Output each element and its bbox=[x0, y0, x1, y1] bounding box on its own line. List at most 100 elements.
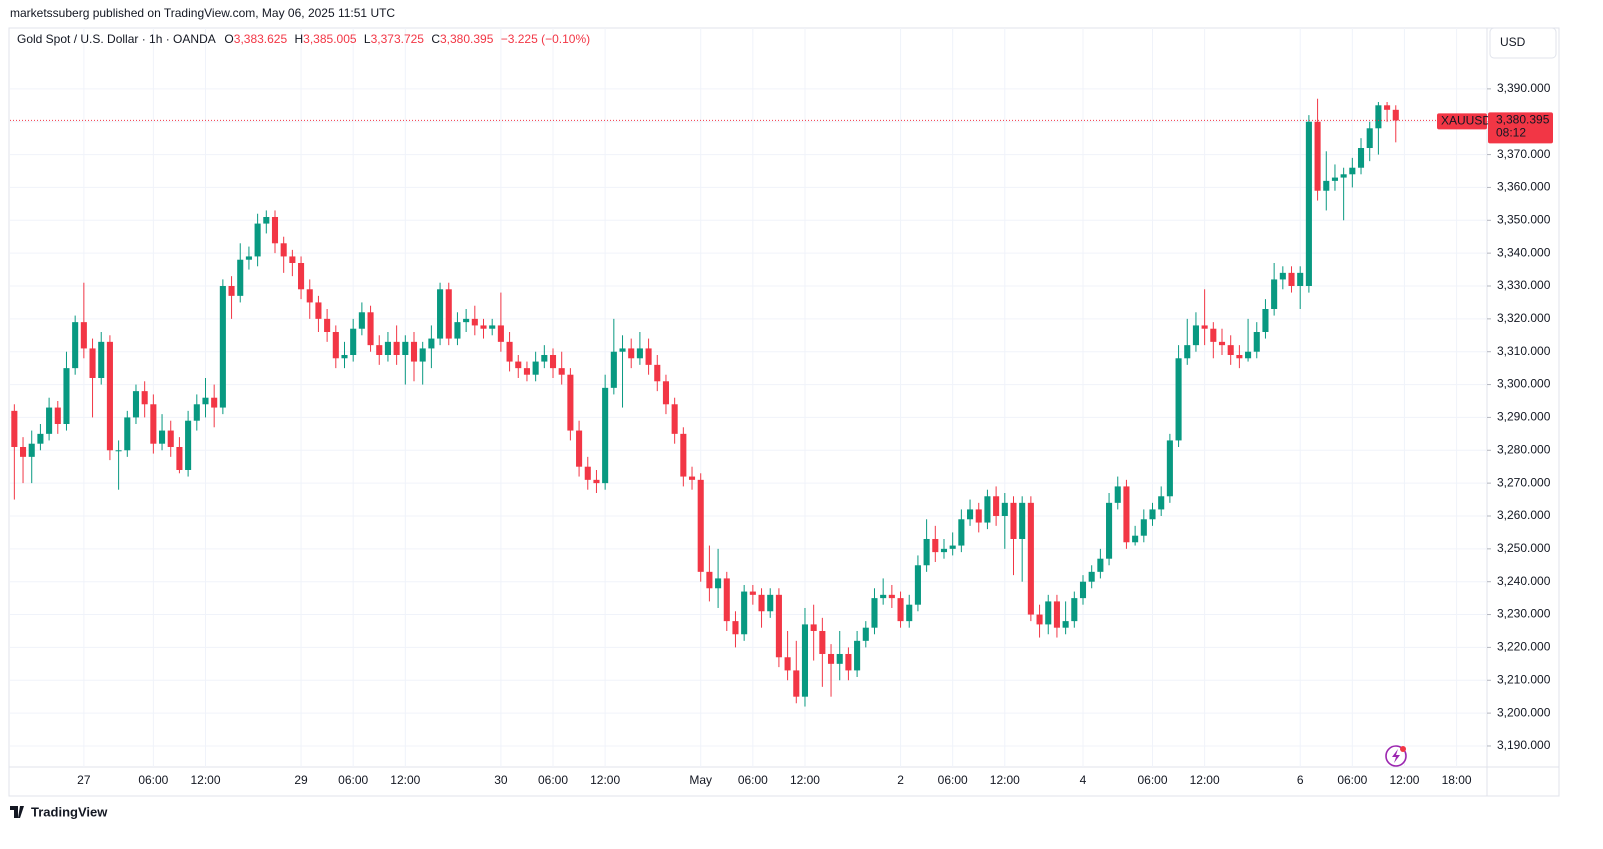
candle-body bbox=[1288, 272, 1295, 287]
candle-body bbox=[219, 286, 226, 408]
candle-body bbox=[758, 594, 765, 612]
candle-body bbox=[576, 430, 583, 467]
candle-body bbox=[1314, 121, 1321, 191]
candle-body bbox=[115, 450, 122, 452]
candle-body bbox=[1245, 351, 1252, 359]
candle-body bbox=[993, 496, 1000, 516]
candle-body bbox=[1279, 272, 1286, 280]
candle-body bbox=[967, 509, 974, 520]
icon-dot[interactable] bbox=[1400, 746, 1406, 752]
candle-body bbox=[393, 341, 400, 355]
candle-body bbox=[150, 404, 157, 444]
candle-body bbox=[619, 348, 626, 352]
x-tick-label: 06:00 bbox=[538, 773, 568, 787]
candle-body bbox=[1201, 325, 1208, 329]
candle-body bbox=[19, 446, 27, 457]
candle-body bbox=[810, 624, 817, 631]
legend-value: 3,380.395 bbox=[440, 32, 494, 46]
candle-body bbox=[793, 670, 800, 697]
x-tick-label: 27 bbox=[77, 773, 91, 787]
y-tick-label: 3,190.000 bbox=[1497, 738, 1551, 752]
y-tick-label: 3,270.000 bbox=[1497, 475, 1551, 489]
x-tick-label: 6 bbox=[1297, 773, 1304, 787]
candle-body bbox=[437, 289, 444, 339]
y-tick-label: 3,370.000 bbox=[1497, 147, 1551, 161]
candle-body bbox=[1192, 325, 1199, 346]
candle-body bbox=[741, 591, 748, 635]
candle-body bbox=[958, 519, 965, 546]
candle-body bbox=[263, 217, 270, 224]
price-tag bbox=[1488, 112, 1553, 144]
candle-body bbox=[1027, 502, 1034, 615]
icon-bolt[interactable] bbox=[1392, 749, 1400, 763]
candle-body bbox=[298, 263, 305, 290]
candle-body bbox=[306, 289, 313, 303]
candle-body bbox=[445, 289, 452, 339]
candle-body bbox=[1384, 105, 1391, 110]
candle-body bbox=[1114, 486, 1121, 503]
logo-mark bbox=[10, 806, 24, 818]
candle-body bbox=[827, 653, 835, 664]
candle-body bbox=[906, 604, 913, 622]
candle-body bbox=[1236, 354, 1243, 359]
logo-text: TradingView bbox=[31, 804, 108, 819]
candle-body bbox=[645, 348, 652, 365]
candle-body bbox=[332, 331, 339, 359]
candle-body bbox=[89, 348, 96, 378]
currency-label[interactable]: USD bbox=[1500, 35, 1526, 49]
candle-body bbox=[454, 322, 461, 339]
candle-body bbox=[1210, 328, 1217, 342]
icon-circle[interactable] bbox=[1385, 745, 1407, 767]
candle-body bbox=[984, 496, 991, 523]
candle-body bbox=[1045, 601, 1052, 625]
candle-body bbox=[1227, 345, 1234, 355]
candle-body bbox=[384, 341, 391, 355]
x-tick-label: 12:00 bbox=[1190, 773, 1220, 787]
candle-body bbox=[680, 433, 687, 477]
candle-body bbox=[1132, 535, 1139, 543]
candle-body bbox=[602, 387, 609, 484]
candle-body bbox=[628, 348, 635, 359]
candle-body bbox=[558, 368, 565, 375]
candle-body bbox=[1071, 598, 1078, 622]
y-tick-label: 3,300.000 bbox=[1497, 377, 1551, 391]
x-tick-label: 06:00 bbox=[738, 773, 768, 787]
candle-body bbox=[1062, 621, 1069, 628]
legend-value: 3,373.725 bbox=[371, 32, 425, 46]
candle-body bbox=[1010, 502, 1017, 539]
legend-key: L bbox=[364, 32, 371, 46]
y-tick-label: 3,200.000 bbox=[1497, 705, 1551, 719]
y-tick-label: 3,390.000 bbox=[1497, 81, 1551, 95]
countdown-text: 08:12 bbox=[1496, 126, 1526, 140]
candle-body bbox=[1106, 502, 1113, 559]
y-tick-label: 3,230.000 bbox=[1497, 607, 1551, 621]
legend-key: O bbox=[224, 32, 233, 46]
candle-body bbox=[176, 446, 183, 470]
candle-body bbox=[428, 338, 435, 349]
currency-button[interactable] bbox=[1489, 27, 1557, 59]
x-tick-label: May bbox=[689, 773, 712, 787]
x-tick-label: 4 bbox=[1080, 773, 1087, 787]
y-tick-label: 3,250.000 bbox=[1497, 541, 1551, 555]
x-tick-label: 12:00 bbox=[990, 773, 1020, 787]
y-tick-label: 3,320.000 bbox=[1497, 311, 1551, 325]
legend-key: C bbox=[431, 32, 440, 46]
candle-body bbox=[949, 545, 956, 549]
candle-body bbox=[880, 594, 887, 599]
candle-body bbox=[280, 243, 287, 257]
candle-body bbox=[914, 565, 921, 605]
candle-body bbox=[402, 341, 409, 355]
candle-body bbox=[185, 420, 192, 470]
x-tick-label: 06:00 bbox=[338, 773, 368, 787]
x-tick-label: 29 bbox=[294, 773, 308, 787]
candle-body bbox=[1349, 167, 1356, 175]
candle-body bbox=[1340, 174, 1347, 178]
x-tick-label: 30 bbox=[494, 773, 508, 787]
candle-body bbox=[315, 302, 322, 319]
lightning-icon[interactable] bbox=[1385, 745, 1407, 767]
candle-body bbox=[767, 594, 774, 612]
candle-body bbox=[489, 325, 496, 329]
candle-body bbox=[376, 345, 383, 355]
candle-body bbox=[515, 361, 522, 369]
